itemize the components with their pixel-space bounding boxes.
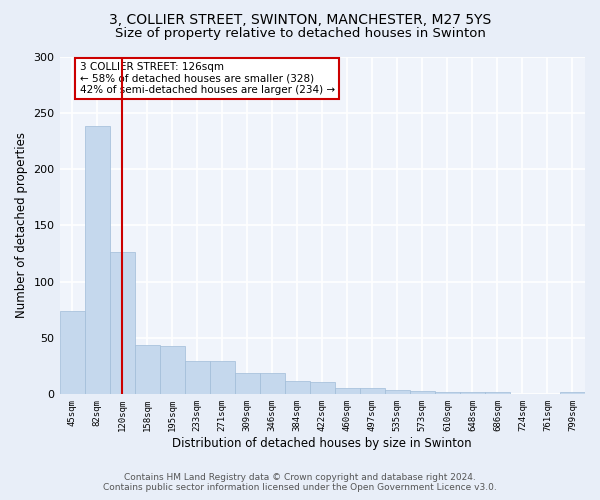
Y-axis label: Number of detached properties: Number of detached properties <box>15 132 28 318</box>
Bar <box>285 381 310 394</box>
Bar <box>360 388 385 394</box>
Bar <box>209 360 235 394</box>
Bar <box>85 126 110 394</box>
Bar <box>160 346 185 395</box>
Bar <box>410 391 435 394</box>
Bar <box>59 311 85 394</box>
Bar <box>134 345 160 395</box>
Bar <box>435 392 460 394</box>
Bar <box>110 252 134 394</box>
Text: Size of property relative to detached houses in Swinton: Size of property relative to detached ho… <box>115 28 485 40</box>
Text: 3 COLLIER STREET: 126sqm
← 58% of detached houses are smaller (328)
42% of semi-: 3 COLLIER STREET: 126sqm ← 58% of detach… <box>80 62 335 96</box>
Bar <box>335 388 360 394</box>
Bar <box>560 392 585 394</box>
Bar <box>385 390 410 394</box>
Bar <box>310 382 335 394</box>
Bar <box>485 392 510 394</box>
Bar <box>460 392 485 394</box>
X-axis label: Distribution of detached houses by size in Swinton: Distribution of detached houses by size … <box>172 437 472 450</box>
Bar <box>260 373 285 394</box>
Bar <box>235 373 260 394</box>
Text: Contains HM Land Registry data © Crown copyright and database right 2024.
Contai: Contains HM Land Registry data © Crown c… <box>103 473 497 492</box>
Text: 3, COLLIER STREET, SWINTON, MANCHESTER, M27 5YS: 3, COLLIER STREET, SWINTON, MANCHESTER, … <box>109 12 491 26</box>
Bar <box>185 360 209 394</box>
